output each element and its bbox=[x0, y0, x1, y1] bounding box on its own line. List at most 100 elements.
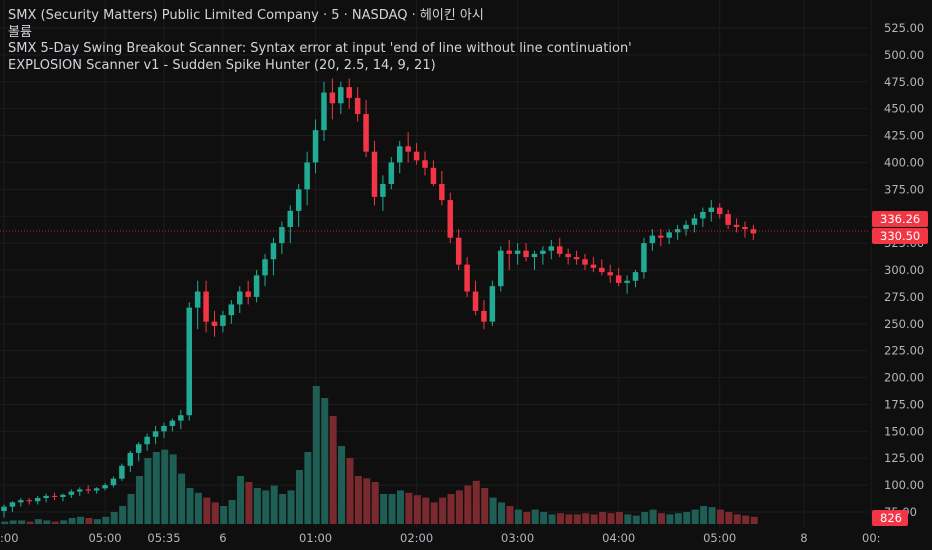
candle-body bbox=[716, 207, 723, 215]
volume-bar bbox=[102, 516, 110, 524]
candle-body bbox=[683, 224, 689, 230]
volume-bar bbox=[674, 513, 682, 524]
volume-bar bbox=[413, 495, 421, 524]
volume-bar bbox=[422, 497, 430, 524]
volume-bar bbox=[447, 494, 455, 524]
candle-body bbox=[338, 87, 344, 104]
volume-bar bbox=[514, 509, 522, 524]
price-tick-label: 300.00 bbox=[884, 263, 924, 277]
candle-body bbox=[615, 275, 622, 283]
price-tick-label: 275.00 bbox=[884, 290, 924, 304]
volume-bar bbox=[119, 506, 127, 524]
volume-bar bbox=[152, 452, 160, 524]
volume-bar bbox=[295, 470, 303, 524]
volume-bar bbox=[85, 518, 93, 524]
candle-body bbox=[93, 488, 100, 491]
candle-body bbox=[34, 498, 41, 502]
candle-body bbox=[624, 280, 630, 283]
time-tick-label: 04:00 bbox=[602, 531, 635, 545]
candle-body bbox=[135, 444, 142, 453]
volume-bar bbox=[77, 516, 85, 524]
volume-bar bbox=[9, 520, 17, 524]
price-tick-label: 525.00 bbox=[884, 21, 924, 35]
volume-bar bbox=[220, 506, 228, 524]
price-tick-label: 400.00 bbox=[884, 155, 924, 169]
volume-bar bbox=[405, 492, 413, 524]
candle-body bbox=[346, 87, 352, 98]
volume-bar bbox=[338, 446, 346, 524]
symbol-title[interactable]: SMX (Security Matters) Public Limited Co… bbox=[8, 8, 484, 23]
volume-bar bbox=[135, 476, 143, 524]
price-badge-high: 336.26 bbox=[872, 211, 928, 227]
candle-body bbox=[169, 420, 176, 426]
volume-bar bbox=[439, 497, 447, 524]
candle-body bbox=[498, 250, 504, 287]
volume-bar bbox=[624, 514, 632, 524]
volume-bar bbox=[498, 502, 506, 524]
volume-bar bbox=[599, 512, 607, 524]
volume-bar bbox=[700, 506, 708, 524]
volume-bar bbox=[615, 512, 623, 524]
volume-bar bbox=[641, 512, 649, 524]
time-axis[interactable]: :00 05:00 05:35 6 01:00 02:00 03:00 04:00 05:00 8… bbox=[0, 531, 881, 545]
explosion-indicator-label[interactable]: EXPLOSION Scanner v1 - Sudden Spike Hunt… bbox=[8, 57, 436, 73]
candle-body bbox=[304, 162, 310, 190]
candle-body bbox=[253, 275, 260, 297]
time-tick-label: 00: bbox=[862, 531, 881, 545]
price-badge-low: 330.50 bbox=[872, 228, 928, 244]
volume-badge: 826 bbox=[872, 510, 908, 526]
volume-bar bbox=[93, 519, 101, 524]
volume-bar bbox=[742, 515, 750, 524]
volume-bar bbox=[632, 515, 640, 524]
price-badge-high-label: 336.26 bbox=[880, 212, 920, 226]
candle-body bbox=[9, 502, 16, 507]
candle-body bbox=[481, 310, 487, 322]
volume-bar bbox=[127, 494, 135, 524]
volume-bar bbox=[228, 500, 236, 524]
candle-body bbox=[321, 92, 327, 131]
candlestick-series bbox=[1, 78, 757, 518]
volume-badge-label: 826 bbox=[880, 511, 902, 525]
candle-body bbox=[514, 250, 521, 254]
volume-bar bbox=[194, 492, 202, 524]
candle-body bbox=[691, 218, 698, 225]
candle-body bbox=[127, 452, 134, 466]
volume-bar bbox=[371, 482, 379, 524]
volume-bar bbox=[691, 509, 699, 524]
candle-body bbox=[674, 229, 681, 233]
candle-body bbox=[119, 465, 125, 479]
candle-body bbox=[582, 259, 588, 265]
volume-bar bbox=[245, 482, 253, 524]
price-tick-label: 125.00 bbox=[884, 451, 924, 465]
volume-bar bbox=[607, 513, 615, 524]
candle-body bbox=[237, 291, 243, 305]
volume-bar bbox=[716, 509, 724, 524]
candle-body bbox=[464, 264, 470, 292]
volume-bar bbox=[34, 519, 42, 524]
volume-bar bbox=[506, 506, 514, 524]
price-axis[interactable]: 525.00 500.00 475.00 450.00 425.00 400.00 375.… bbox=[884, 21, 924, 519]
volume-bar bbox=[481, 488, 489, 524]
candle-body bbox=[77, 489, 83, 492]
candle-body bbox=[152, 431, 159, 437]
volume-bars bbox=[1, 386, 758, 524]
volume-bar bbox=[68, 518, 76, 524]
volume-bar bbox=[556, 513, 564, 524]
volume-bar bbox=[540, 512, 548, 524]
volume-bar bbox=[287, 490, 295, 524]
volume-bar bbox=[565, 514, 573, 524]
volume-bar bbox=[523, 512, 531, 524]
time-tick-label: 05:00 bbox=[703, 531, 736, 545]
candle-body bbox=[472, 291, 479, 311]
volume-bar bbox=[666, 514, 674, 524]
candle-body bbox=[666, 232, 672, 238]
scanner-indicator-label[interactable]: SMX 5-Day Swing Breakout Scanner: Syntax… bbox=[8, 41, 632, 56]
candle-body bbox=[354, 97, 361, 115]
volume-indicator-label[interactable]: 볼륨 bbox=[8, 24, 32, 40]
candle-body bbox=[161, 425, 167, 432]
volume-bar bbox=[18, 520, 26, 524]
volume-bar bbox=[464, 485, 472, 524]
time-tick-label: 05:00 bbox=[88, 531, 121, 545]
candle-body bbox=[102, 485, 108, 489]
